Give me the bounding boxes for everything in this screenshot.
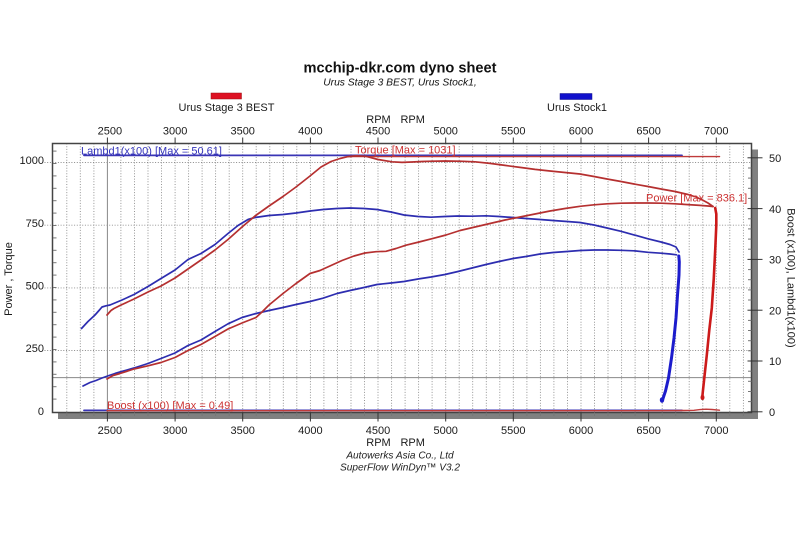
svg-text:RPM: RPM xyxy=(400,437,424,449)
svg-text:40: 40 xyxy=(769,204,781,216)
svg-text:3000: 3000 xyxy=(163,425,187,437)
svg-text:750: 750 xyxy=(26,218,44,230)
svg-text:4000: 4000 xyxy=(298,126,322,138)
svg-text:Lambd1(x100) [Max = 50.61]: Lambd1(x100) [Max = 50.61] xyxy=(81,146,222,158)
svg-text:Autowerks Asia Co., Ltd: Autowerks Asia Co., Ltd xyxy=(345,451,454,462)
svg-text:4500: 4500 xyxy=(366,425,390,437)
svg-text:20: 20 xyxy=(769,305,781,317)
svg-text:6000: 6000 xyxy=(569,425,593,437)
svg-text:2500: 2500 xyxy=(98,126,122,138)
svg-text:5500: 5500 xyxy=(501,126,525,138)
svg-text:Urus Stage 3 BEST, Urus Stock1: Urus Stage 3 BEST, Urus Stock1, xyxy=(323,77,477,88)
svg-text:Torque [Max = 1031]: Torque [Max = 1031] xyxy=(355,145,456,157)
svg-text:Boost (x100) [Max = 0.49]: Boost (x100) [Max = 0.49] xyxy=(107,400,233,412)
svg-text:5000: 5000 xyxy=(433,425,457,437)
svg-text:6500: 6500 xyxy=(636,126,660,138)
svg-text:5000: 5000 xyxy=(433,126,457,138)
svg-text:7000: 7000 xyxy=(704,425,728,437)
svg-text:3500: 3500 xyxy=(230,425,254,437)
svg-text:30: 30 xyxy=(769,255,781,267)
svg-text:4500: 4500 xyxy=(366,126,390,138)
svg-text:Boost (x100), Lambd1(x100): Boost (x100), Lambd1(x100) xyxy=(785,208,797,347)
svg-text:RPM: RPM xyxy=(366,114,390,126)
svg-text:1000: 1000 xyxy=(20,155,44,167)
svg-text:SuperFlow WinDyn™ V3.2: SuperFlow WinDyn™ V3.2 xyxy=(340,462,460,473)
svg-text:Urus Stock1: Urus Stock1 xyxy=(547,102,607,114)
svg-text:0: 0 xyxy=(769,407,775,419)
svg-text:RPM: RPM xyxy=(400,114,424,126)
svg-text:4000: 4000 xyxy=(298,425,322,437)
svg-text:Urus Stage 3 BEST: Urus Stage 3 BEST xyxy=(179,102,275,114)
svg-text:Power , Torque: Power , Torque xyxy=(3,242,15,316)
svg-text:7000: 7000 xyxy=(704,126,728,138)
svg-text:5500: 5500 xyxy=(501,425,525,437)
svg-text:RPM: RPM xyxy=(366,437,390,449)
svg-text:0: 0 xyxy=(38,406,44,418)
svg-text:2500: 2500 xyxy=(98,425,122,437)
svg-text:3500: 3500 xyxy=(230,126,254,138)
svg-text:250: 250 xyxy=(26,343,44,355)
svg-text:6000: 6000 xyxy=(569,126,593,138)
svg-text:50: 50 xyxy=(769,153,781,165)
svg-text:3000: 3000 xyxy=(163,126,187,138)
svg-text:mcchip-dkr.com dyno sheet: mcchip-dkr.com dyno sheet xyxy=(303,61,496,77)
svg-text:500: 500 xyxy=(26,281,44,293)
svg-text:10: 10 xyxy=(769,356,781,368)
svg-text:6500: 6500 xyxy=(636,425,660,437)
svg-text:Power [Max = 836.1]: Power [Max = 836.1] xyxy=(646,193,747,205)
